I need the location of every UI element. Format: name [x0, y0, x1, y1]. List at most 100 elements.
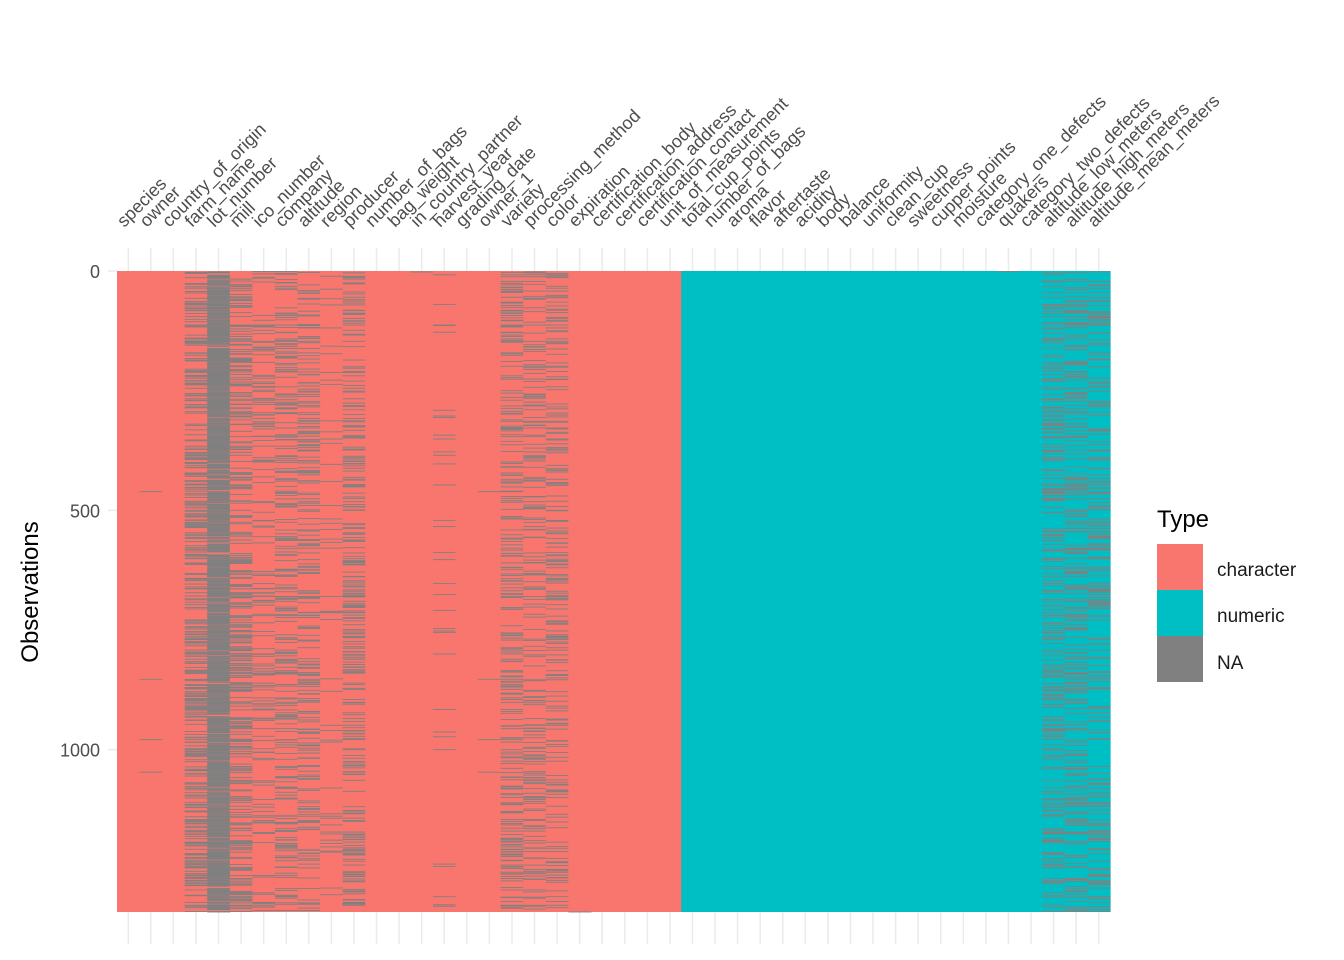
na-cell [229, 448, 254, 450]
na-cell [274, 422, 299, 424]
na-cell [1064, 863, 1089, 865]
na-cell [1064, 458, 1089, 460]
na-cell [523, 819, 547, 821]
na-cell [274, 781, 299, 783]
na-cell [274, 888, 299, 889]
na-cell [545, 376, 569, 378]
na-cell [207, 699, 231, 701]
na-cell [207, 422, 231, 424]
na-cell [184, 400, 208, 402]
na-cell [229, 419, 254, 421]
na-cell [1042, 458, 1066, 460]
na-cell [207, 446, 231, 448]
na-cell [274, 569, 299, 571]
na-cell [207, 743, 231, 744]
na-cell [342, 540, 366, 542]
na-cell [274, 606, 299, 608]
na-cell [1042, 688, 1066, 690]
na-cell [523, 878, 547, 880]
na-cell [229, 473, 254, 475]
na-cell [297, 395, 321, 397]
na-cell [184, 447, 208, 449]
na-cell [207, 660, 231, 662]
na-cell [1087, 568, 1111, 570]
na-cell [545, 470, 569, 472]
na-cell [207, 833, 231, 834]
na-cell [229, 562, 254, 563]
na-cell [297, 822, 321, 823]
na-cell [1087, 599, 1111, 601]
na-cell [229, 585, 254, 587]
na-cell [207, 800, 231, 802]
na-cell [1042, 635, 1066, 637]
na-cell [1087, 284, 1111, 286]
na-cell [432, 463, 457, 465]
na-cell [207, 733, 231, 735]
na-cell [229, 667, 254, 669]
na-cell [1042, 814, 1066, 816]
na-cell [342, 372, 366, 373]
na-cell [500, 326, 524, 328]
na-cell [297, 431, 321, 433]
na-cell [500, 450, 524, 452]
na-cell [229, 297, 254, 299]
na-cell [207, 627, 231, 629]
na-cell [274, 739, 299, 741]
na-cell [229, 827, 254, 829]
na-cell [1042, 892, 1066, 894]
na-cell [207, 461, 231, 463]
na-cell [297, 808, 321, 810]
na-cell [320, 529, 344, 530]
na-cell [207, 898, 231, 900]
na-cell [1087, 433, 1111, 435]
na-cell [229, 616, 254, 618]
na-cell [274, 855, 299, 857]
na-cell [207, 788, 231, 790]
na-cell [1042, 407, 1066, 409]
na-cell [229, 835, 254, 837]
na-cell [184, 759, 208, 761]
na-cell [545, 308, 569, 310]
na-cell [252, 340, 276, 342]
na-cell [297, 672, 321, 674]
na-cell [184, 272, 208, 274]
na-cell [1042, 378, 1066, 380]
na-cell [229, 798, 254, 800]
na-cell [1087, 729, 1111, 731]
na-cell [207, 690, 231, 692]
na-cell [229, 403, 254, 405]
na-cell [500, 516, 524, 518]
na-cell [207, 727, 231, 729]
na-cell [252, 832, 276, 833]
na-cell [500, 904, 524, 906]
na-cell [1087, 533, 1111, 535]
na-cell [207, 698, 231, 699]
na-cell [184, 538, 208, 540]
na-cell [229, 731, 254, 733]
na-cell [500, 593, 524, 595]
na-cell [432, 749, 457, 751]
na-cell [207, 383, 231, 385]
na-cell [207, 770, 231, 772]
na-cell [184, 736, 208, 738]
na-cell [523, 394, 547, 396]
na-cell [545, 827, 569, 829]
na-cell [207, 482, 231, 484]
na-cell [252, 439, 276, 441]
na-cell [207, 336, 231, 338]
na-cell [523, 504, 547, 506]
na-cell [342, 596, 366, 597]
na-cell [1042, 881, 1066, 883]
na-cell [207, 449, 231, 451]
na-cell [207, 574, 231, 575]
na-cell [229, 655, 254, 657]
na-cell [500, 377, 524, 379]
na-cell [1087, 677, 1111, 679]
na-cell [297, 529, 321, 531]
na-cell [500, 804, 524, 806]
na-cell [207, 634, 231, 636]
na-cell [207, 420, 231, 422]
na-cell [207, 828, 231, 830]
na-cell [523, 496, 547, 498]
na-cell [320, 843, 344, 844]
